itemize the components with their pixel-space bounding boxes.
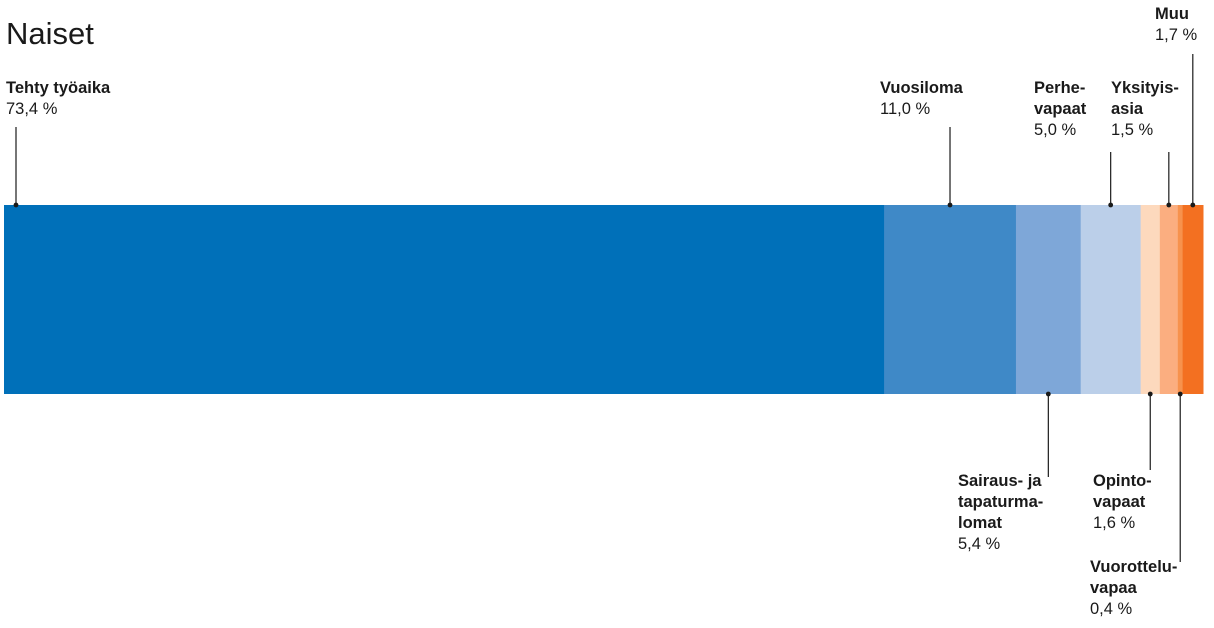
- leader-dot-yksityis-asia: [1166, 202, 1172, 208]
- bar-segment-perhe-vapaat: [1080, 205, 1142, 394]
- segment-label-muu: Muu: [1155, 5, 1189, 23]
- segment-label-vuorottelu-vapaa: Vuorottelu-: [1090, 558, 1177, 576]
- bar-segment-sairaus-ja-tapaturma-lomat: [1015, 205, 1082, 394]
- leader-dot-muu: [1190, 202, 1196, 208]
- segment-label-vuorottelu-vapaa: vapaa: [1090, 579, 1138, 597]
- segment-value-vuorottelu-vapaa: 0,4 %: [1090, 600, 1133, 618]
- segment-value-vuosiloma: 11,0 %: [880, 100, 930, 118]
- segment-label-tehty-tyoaika: Tehty työaika: [6, 79, 111, 97]
- bar-segment-opinto-vapaat: [1140, 205, 1161, 394]
- segment-label-sairaus-ja-tapaturma-lomat: Sairaus- ja: [958, 472, 1042, 490]
- segment-value-opinto-vapaat: 1,6 %: [1093, 514, 1136, 532]
- segment-label-opinto-vapaat: vapaat: [1093, 493, 1146, 511]
- leader-dot-perhe-vapaat: [1108, 202, 1114, 208]
- leader-dot-tehty-tyoaika: [13, 202, 19, 208]
- segment-label-opinto-vapaat: Opinto-: [1093, 472, 1152, 490]
- label-leaders: [13, 54, 1196, 562]
- segment-label-sairaus-ja-tapaturma-lomat: tapaturma-: [958, 493, 1043, 511]
- bar-segment-vuorottelu-vapaa: [1177, 205, 1184, 394]
- segment-value-perhe-vapaat: 5,0 %: [1034, 121, 1077, 139]
- segment-value-tehty-tyoaika: 73,4 %: [6, 100, 58, 118]
- segment-label-yksityis-asia: asia: [1111, 100, 1144, 118]
- leader-dot-vuosiloma: [947, 202, 953, 208]
- segment-label-perhe-vapaat: vapaat: [1034, 100, 1087, 118]
- bar-segment-yksityis-asia: [1159, 205, 1179, 394]
- bar-segment-tehty-tyoaika: [4, 205, 885, 394]
- segment-label-yksityis-asia: Yksityis-: [1111, 79, 1179, 97]
- segment-label-perhe-vapaat: Perhe-: [1034, 79, 1085, 97]
- segment-value-yksityis-asia: 1,5 %: [1111, 121, 1154, 139]
- leader-dot-vuorottelu-vapaa: [1177, 391, 1183, 397]
- chart-title: Naiset: [6, 16, 94, 51]
- leader-dot-sairaus-ja-tapaturma-lomat: [1045, 391, 1051, 397]
- segment-label-sairaus-ja-tapaturma-lomat: lomat: [958, 514, 1003, 532]
- segment-label-vuosiloma: Vuosiloma: [880, 79, 964, 97]
- segment-value-muu: 1,7 %: [1155, 26, 1198, 44]
- bar-segment-muu: [1182, 205, 1204, 394]
- bar-segments: [4, 205, 1204, 394]
- segment-labels: Tehty työaika 73,4 % Vuosiloma 11,0 % Sairau…: [6, 5, 1198, 618]
- bar-segment-vuosiloma: [884, 205, 1017, 394]
- segment-value-sairaus-ja-tapaturma-lomat: 5,4 %: [958, 535, 1001, 553]
- leader-dot-opinto-vapaat: [1147, 391, 1153, 397]
